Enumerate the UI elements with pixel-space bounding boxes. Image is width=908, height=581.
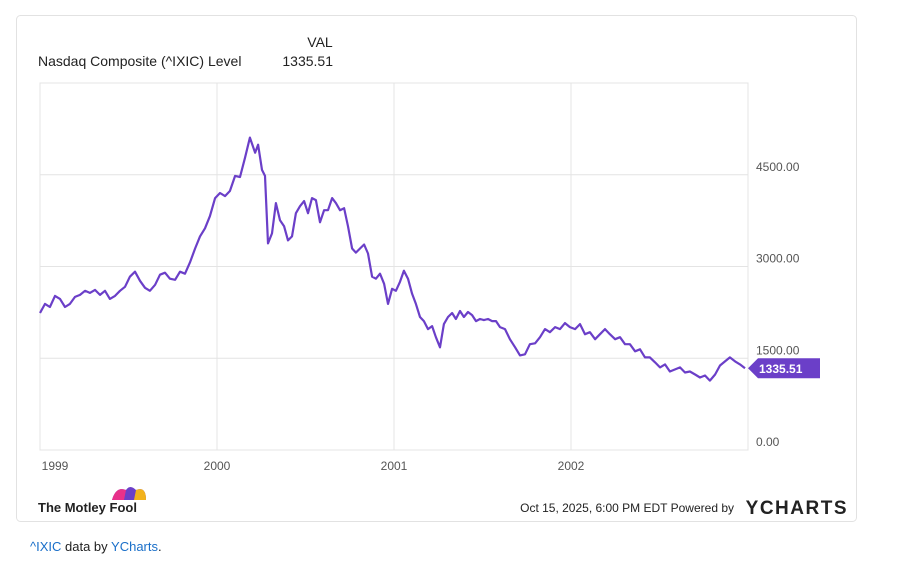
- card: [16, 15, 857, 522]
- line: [39, 136, 746, 382]
- y-tick-label: 1500.00: [756, 343, 800, 357]
- timestamp: Oct 15, 2025, 6:00 PM EDT Powered by: [520, 501, 734, 515]
- brand: The Motley Fool: [38, 500, 137, 515]
- legend-header: VAL: [307, 34, 333, 50]
- y-tick-label: 0.00: [756, 435, 780, 449]
- brand-logo: The Motley Fool: [38, 487, 146, 515]
- caption-link[interactable]: ^IXIC: [30, 539, 61, 554]
- y-tick-label: 4500.00: [756, 160, 800, 174]
- provider: YCHARTS: [746, 498, 848, 519]
- caption-link[interactable]: YCharts: [111, 539, 158, 554]
- x-tick-label: 2002: [558, 459, 585, 473]
- chart-title: Nasdaq Composite (^IXIC) Level: [38, 53, 241, 69]
- x-tick-label: 2001: [381, 459, 408, 473]
- x-tick-label: 2000: [204, 459, 231, 473]
- last-value-badge: [748, 358, 820, 379]
- plot: 0.00 1500.00 3000.00 4500.00 1999 2000 2001 200…: [39, 82, 820, 473]
- last-value-label: 1335.51: [759, 362, 803, 376]
- y-tick-label: 3000.00: [756, 252, 800, 266]
- caption-text: data by: [61, 539, 111, 554]
- legend-value: 1335.51: [282, 53, 333, 69]
- x-tick-label: 1999: [42, 459, 69, 473]
- caption-end: .: [158, 539, 162, 554]
- caption: ^IXIC data by YCharts.: [30, 539, 162, 554]
